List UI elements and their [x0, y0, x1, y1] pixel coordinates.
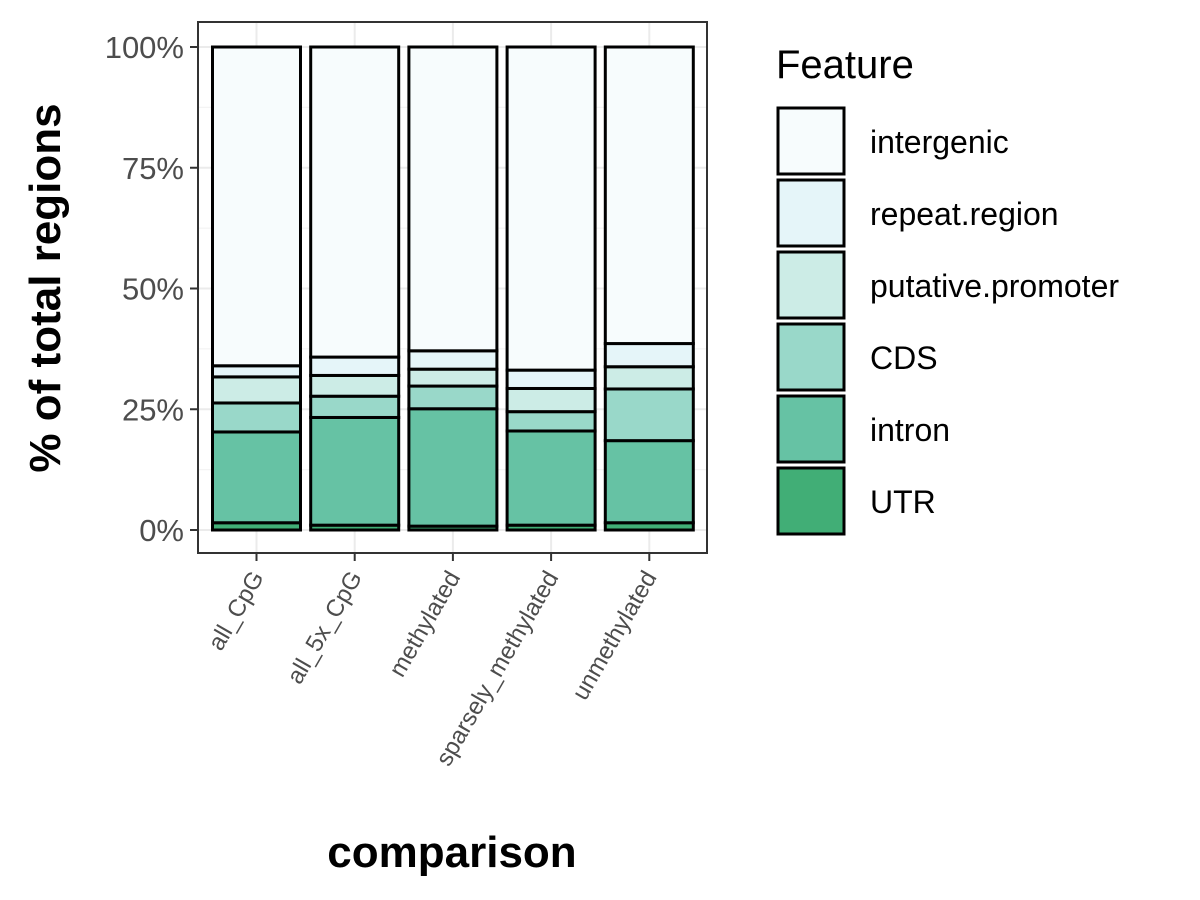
legend-key	[776, 466, 846, 536]
bar-segment-putative-promoter	[309, 373, 401, 398]
bar-stack-methylated	[407, 45, 499, 532]
bar-segment-CDS	[505, 410, 597, 433]
bar-stack-all_CpG	[211, 45, 302, 532]
bar-segment-intron	[407, 407, 499, 528]
bar-segment-CDS	[211, 401, 302, 434]
legend-label: putative.promoter	[870, 268, 1119, 304]
legend-label: intron	[870, 412, 950, 448]
bar-stack-all_5x_CpG	[309, 45, 401, 532]
legend-item-repeat-region: repeat.region	[776, 178, 1059, 248]
bar-segment-putative-promoter	[603, 365, 695, 391]
bar-segment-repeat-region	[505, 368, 597, 390]
legend-item-UTR: UTR	[776, 466, 936, 536]
x-tick-label: unmethylated	[567, 567, 662, 705]
bar-segment-repeat-region	[309, 355, 401, 377]
y-tick-label: 100%	[105, 30, 184, 65]
y-axis: 0% 25% 50% 75% 100%	[105, 30, 198, 548]
bar-segment-intergenic	[603, 45, 695, 346]
legend-key	[776, 322, 846, 392]
bar-segment-putative-promoter	[407, 367, 499, 388]
bar-segment-intron	[603, 439, 695, 525]
legend-label: intergenic	[870, 124, 1009, 160]
legend-title: Feature	[776, 43, 914, 87]
legend-key	[776, 106, 846, 176]
x-tick-label: all_5x_CpG	[282, 567, 368, 689]
legend-key	[776, 250, 846, 320]
bar-segment-intergenic	[505, 45, 597, 372]
bar-segment-intron	[505, 429, 597, 527]
x-tick-label: methylated	[384, 567, 466, 682]
legend-key	[776, 394, 846, 464]
bar-segment-CDS	[603, 387, 695, 443]
bars-layer	[211, 45, 695, 532]
bar-segment-intergenic	[309, 45, 401, 359]
legend-label: CDS	[870, 340, 938, 376]
legend-item-intron: intron	[776, 394, 950, 464]
bar-segment-putative-promoter	[505, 386, 597, 414]
legend-item-putative-promoter: putative.promoter	[776, 250, 1119, 320]
bar-segment-putative-promoter	[211, 375, 302, 405]
legend-item-intergenic: intergenic	[776, 106, 1009, 176]
y-axis-title: % of total regions	[21, 103, 70, 472]
y-tick-label: 50%	[122, 272, 184, 307]
legend-label: UTR	[870, 484, 936, 520]
bar-segment-intron	[211, 430, 302, 525]
bar-segment-CDS	[309, 394, 401, 419]
bar-segment-repeat-region	[603, 342, 695, 369]
legend-label: repeat.region	[870, 196, 1059, 232]
bar-segment-repeat-region	[211, 364, 302, 379]
legend-key	[776, 178, 846, 248]
bar-segment-CDS	[407, 384, 499, 411]
bar-segment-repeat-region	[407, 349, 499, 371]
y-tick-label: 25%	[122, 392, 184, 427]
x-tick-label: all_CpG	[203, 567, 270, 656]
legend-item-CDS: CDS	[776, 322, 938, 392]
y-tick-label: 75%	[122, 151, 184, 186]
x-axis-title: comparison	[327, 828, 576, 877]
legend: Feature intergenic repeat.region putative.…	[776, 43, 1119, 536]
x-axis: all_CpG all_5x_CpG methylatedsparsely_meth…	[203, 553, 662, 771]
bar-segment-intergenic	[211, 45, 302, 368]
y-tick-label: 0%	[139, 513, 184, 548]
bar-segment-intron	[309, 415, 401, 527]
bar-stack-unmethylated	[603, 45, 695, 532]
bar-stack-sparsely_methylated	[505, 45, 597, 532]
bar-segment-intergenic	[407, 45, 499, 353]
